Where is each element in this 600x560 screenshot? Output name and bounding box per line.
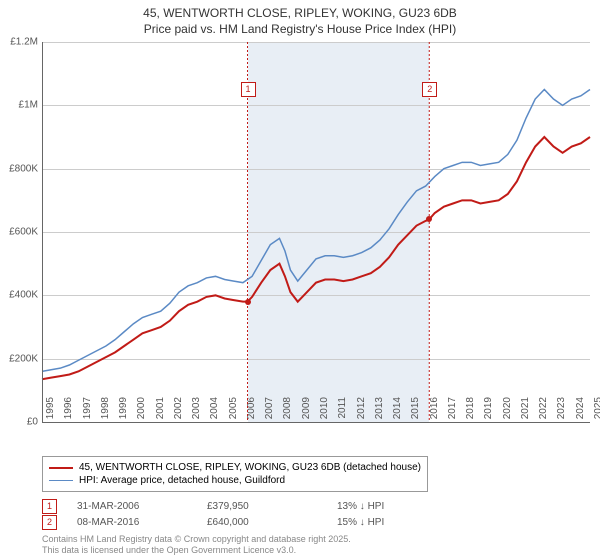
transaction-price: £640,000 bbox=[207, 517, 337, 528]
transaction-dot bbox=[245, 299, 251, 305]
legend-label: HPI: Average price, detached house, Guil… bbox=[79, 475, 285, 486]
x-axis-label: 2025 bbox=[593, 397, 600, 427]
legend-row: 45, WENTWORTH CLOSE, RIPLEY, WOKING, GU2… bbox=[49, 461, 421, 474]
legend-swatch bbox=[49, 480, 73, 482]
transactions-table: 1 31-MAR-2006£379,95013% ↓ HPI 2 08-MAR-201… bbox=[42, 498, 467, 530]
chart-svg bbox=[42, 42, 590, 422]
transaction-row: 2 08-MAR-2016£640,00015% ↓ HPI bbox=[42, 514, 467, 530]
transaction-diff: 15% ↓ HPI bbox=[337, 517, 467, 528]
copyright-line-1: Contains HM Land Registry data © Crown c… bbox=[42, 534, 351, 544]
transaction-price: £379,950 bbox=[207, 501, 337, 512]
transaction-date: 08-MAR-2016 bbox=[77, 517, 207, 528]
chart-title: 45, WENTWORTH CLOSE, RIPLEY, WOKING, GU2… bbox=[0, 0, 600, 37]
y-axis-label: £0 bbox=[0, 417, 38, 428]
transaction-marker-box: 2 bbox=[422, 82, 437, 97]
series-hpi bbox=[42, 90, 590, 372]
transaction-index-box: 1 bbox=[42, 499, 57, 514]
title-line-1: 45, WENTWORTH CLOSE, RIPLEY, WOKING, GU2… bbox=[143, 6, 457, 20]
transaction-index-box: 2 bbox=[42, 515, 57, 530]
legend-label: 45, WENTWORTH CLOSE, RIPLEY, WOKING, GU2… bbox=[79, 462, 421, 473]
chart-plot-area: £0£200K£400K£600K£800K£1M£1.2M1995199619… bbox=[42, 42, 590, 422]
legend: 45, WENTWORTH CLOSE, RIPLEY, WOKING, GU2… bbox=[42, 456, 428, 492]
transaction-marker-box: 1 bbox=[241, 82, 256, 97]
legend-row: HPI: Average price, detached house, Guil… bbox=[49, 474, 421, 487]
transaction-diff: 13% ↓ HPI bbox=[337, 501, 467, 512]
copyright-line-2: This data is licensed under the Open Gov… bbox=[42, 545, 296, 555]
legend-swatch bbox=[49, 467, 73, 469]
copyright: Contains HM Land Registry data © Crown c… bbox=[42, 534, 351, 556]
y-axis-label: £1.2M bbox=[0, 37, 38, 48]
x-axis bbox=[42, 422, 590, 423]
title-line-2: Price paid vs. HM Land Registry's House … bbox=[144, 22, 456, 36]
y-axis-label: £600K bbox=[0, 227, 38, 238]
y-axis-label: £800K bbox=[0, 163, 38, 174]
transaction-row: 1 31-MAR-2006£379,95013% ↓ HPI bbox=[42, 498, 467, 514]
y-axis-label: £1M bbox=[0, 100, 38, 111]
transaction-date: 31-MAR-2006 bbox=[77, 501, 207, 512]
transaction-dot bbox=[426, 216, 432, 222]
y-axis bbox=[42, 42, 43, 422]
y-axis-label: £200K bbox=[0, 353, 38, 364]
y-axis-label: £400K bbox=[0, 290, 38, 301]
